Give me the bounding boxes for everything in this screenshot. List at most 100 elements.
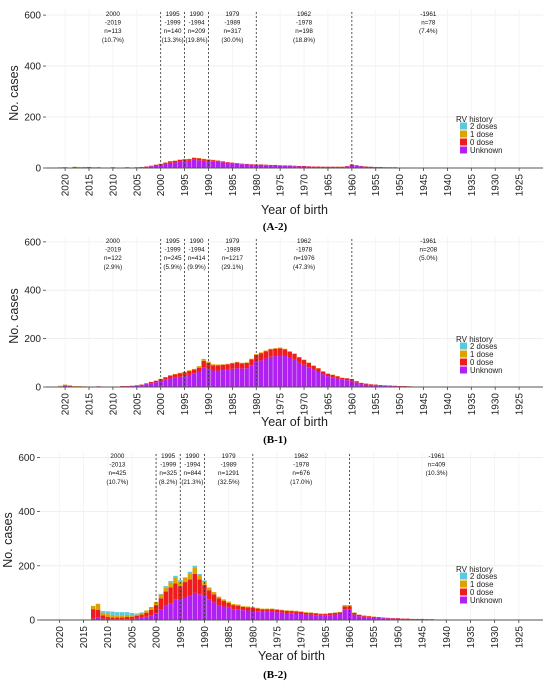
group-annotation-line: (13.3%)	[162, 37, 184, 44]
bar-segment	[216, 605, 222, 620]
bar-segment	[196, 160, 202, 168]
group-annotation-line: n=325	[159, 470, 177, 477]
group-annotation-line: 1962	[297, 11, 312, 18]
bar-segment	[239, 163, 245, 165]
group-annotation: 1995 -1999 n=325 (8.2%)	[159, 453, 178, 486]
bar-segment	[187, 571, 193, 574]
x-tick-label: 1945	[419, 174, 430, 197]
bar-segment	[206, 361, 211, 363]
bar-segment	[249, 164, 254, 168]
group-annotation: 1995 -1999 n=140 (13.3%)	[162, 11, 184, 44]
bar-segment	[273, 348, 278, 349]
bar-segment	[129, 615, 135, 617]
y-tick-label: 200	[24, 113, 41, 124]
bar-segment	[337, 612, 343, 615]
bar-segment	[201, 360, 206, 368]
bar-segment	[90, 609, 96, 619]
group-annotation: 1962 -1978 n=198 (18.8%)	[293, 11, 315, 44]
bar-segment	[95, 617, 101, 620]
bar-segment	[297, 357, 302, 363]
x-tick-label: 1965	[323, 174, 334, 197]
bar-segment	[244, 163, 249, 165]
bar-segment	[95, 603, 101, 610]
bar-segment	[144, 166, 149, 168]
group-annotation: -1961 n=208 (5.0%)	[419, 238, 438, 262]
x-tick-label: 1950	[393, 626, 404, 649]
chart-panel: 2000 -2019 n=113 (10.7%)1995 -1999 n=140 (13.3…	[7, 10, 543, 233]
bar-segment	[313, 612, 318, 614]
x-tick-label: 1925	[515, 174, 526, 197]
x-tick-label: 2010	[103, 626, 114, 649]
bar-segment	[115, 615, 120, 618]
bar-segment	[260, 608, 265, 610]
bar-segment	[349, 164, 355, 168]
bar-segment	[352, 614, 357, 620]
legend-title: RV history	[456, 335, 493, 344]
bar-segment	[119, 617, 125, 620]
bar-segment	[284, 610, 289, 611]
bar-segment	[258, 353, 264, 361]
bar-segment	[206, 368, 211, 387]
bar-segment	[173, 599, 178, 620]
x-tick-label: 1950	[395, 393, 406, 416]
bar-segment	[330, 377, 335, 387]
bar-segment	[311, 365, 316, 370]
bar-segment	[163, 379, 168, 387]
group-annotation-line: (32.5%)	[218, 479, 240, 486]
y-axis-title: No. cases	[7, 288, 21, 344]
bar-segment	[245, 606, 251, 608]
bar-segment	[168, 375, 173, 379]
y-tick-label: 400	[24, 286, 41, 297]
group-annotation-line: 1962	[297, 238, 312, 245]
bar-segment	[303, 612, 309, 615]
panel-label: (B-2)	[263, 669, 287, 681]
bar-segment	[197, 575, 202, 580]
bar-segment	[225, 162, 230, 168]
bar-segment	[289, 611, 294, 614]
y-tick-label: 0	[35, 164, 41, 175]
bar-segment	[234, 368, 240, 387]
x-tick-label: 1995	[176, 626, 187, 649]
bar-segment	[273, 348, 278, 357]
bar-segment	[368, 166, 374, 168]
x-tick-label: 1945	[418, 626, 429, 649]
x-tick-label: 1945	[419, 393, 430, 416]
legend-swatch	[460, 580, 467, 588]
bar-segment	[325, 373, 331, 377]
bar-segment	[105, 614, 110, 617]
bar-segment	[144, 616, 149, 620]
bar-segment	[187, 374, 192, 387]
bar-segment	[187, 573, 193, 580]
bar-segment	[308, 614, 314, 620]
bar-segment	[306, 166, 312, 168]
bar-segment	[62, 385, 68, 387]
bar-segment	[191, 369, 197, 374]
bar-segment	[139, 614, 144, 618]
bar-segment	[148, 381, 154, 384]
bar-segment	[352, 612, 357, 613]
bar-segment	[342, 605, 347, 607]
bar-segment	[301, 359, 307, 365]
bar-segment	[308, 612, 314, 613]
bar-segment	[90, 605, 96, 610]
group-annotation-line: 1990	[185, 453, 200, 460]
bar-segment	[134, 618, 139, 620]
bar-segment	[284, 610, 289, 613]
bar-segment	[225, 364, 230, 370]
y-tick-label: 200	[18, 561, 35, 572]
group-annotation-line: (5.9%)	[163, 264, 182, 271]
bar-segment	[163, 586, 168, 588]
legend-swatch	[460, 342, 467, 350]
bar-segment	[287, 165, 292, 168]
bar-segment	[144, 384, 149, 387]
x-tick-label: 1990	[204, 174, 215, 197]
group-annotation-line: (9.9%)	[187, 264, 206, 271]
group-annotation-line: n=78	[421, 20, 436, 27]
bar-segment	[134, 613, 139, 615]
bar-segment	[149, 615, 154, 620]
legend-swatch	[460, 358, 467, 366]
x-tick-label: 1935	[466, 626, 477, 649]
bar-segment	[292, 359, 297, 387]
bar-segment	[158, 164, 163, 168]
bar-segment	[376, 617, 381, 618]
